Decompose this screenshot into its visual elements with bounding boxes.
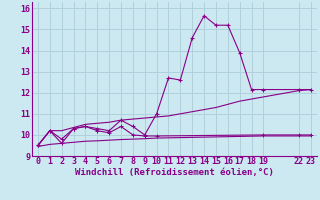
X-axis label: Windchill (Refroidissement éolien,°C): Windchill (Refroidissement éolien,°C)	[75, 168, 274, 177]
